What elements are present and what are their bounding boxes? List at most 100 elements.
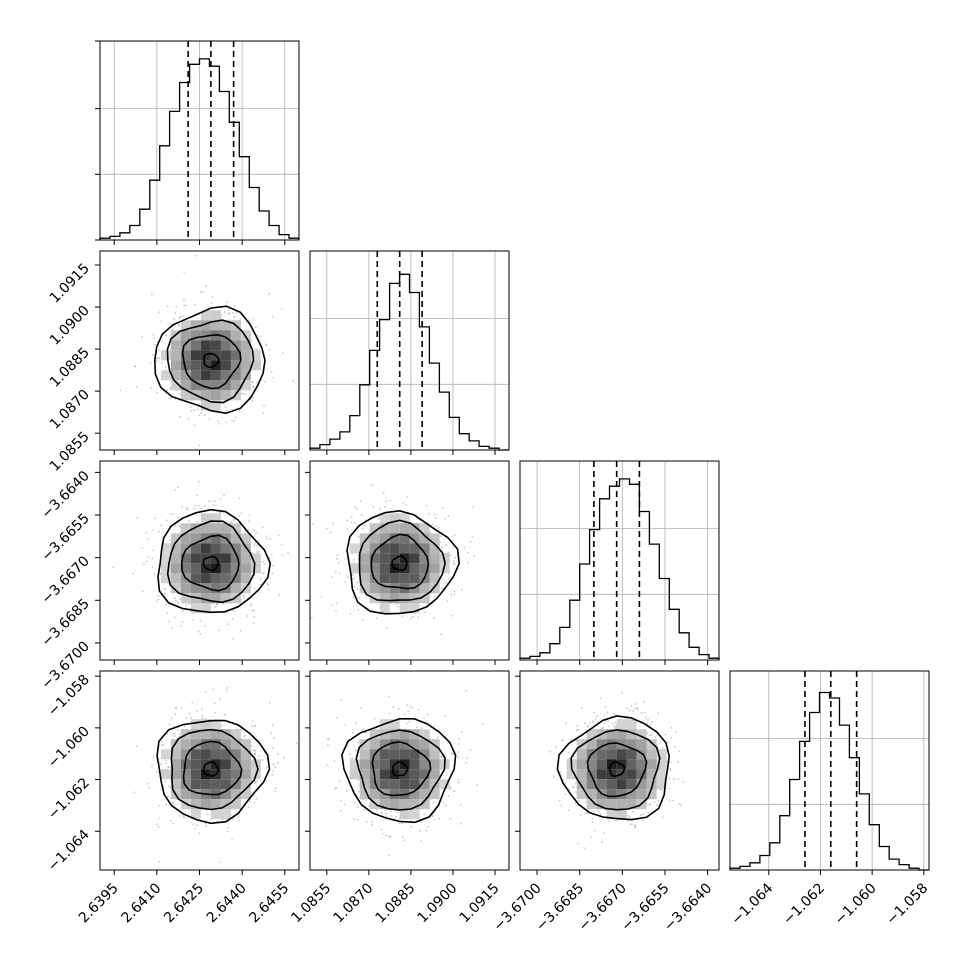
- density-cell: [210, 370, 221, 381]
- sample-point: [350, 521, 353, 524]
- density-cell: [379, 513, 390, 524]
- density-cell: [190, 543, 201, 554]
- sample-point: [573, 756, 576, 758]
- sample-point: [390, 810, 392, 813]
- density-cell: [409, 769, 420, 780]
- density-cell: [369, 553, 380, 564]
- sample-point: [174, 713, 177, 715]
- contour-line: [202, 761, 220, 777]
- sample-point: [268, 557, 271, 560]
- density-cell: [170, 340, 181, 351]
- sample-point: [270, 371, 273, 373]
- sample-point: [179, 415, 182, 418]
- sample-point: [310, 617, 313, 619]
- sample-point: [594, 717, 597, 720]
- sample-point: [648, 734, 651, 737]
- sample-point: [606, 711, 609, 714]
- sample-point: [253, 725, 256, 728]
- density-cell: [646, 769, 657, 780]
- density-cell: [220, 749, 231, 760]
- sample-point: [629, 709, 631, 712]
- density-cell: [160, 563, 171, 574]
- density-cell: [200, 390, 211, 401]
- density-cell: [586, 759, 597, 770]
- sample-point: [357, 741, 360, 744]
- sample-point: [195, 254, 197, 257]
- sample-point: [438, 729, 440, 731]
- sample-point: [443, 518, 446, 520]
- x-tick-label: −1.062: [780, 880, 828, 928]
- sample-point: [394, 816, 397, 818]
- sample-point: [449, 786, 452, 789]
- density-cell: [379, 523, 390, 534]
- density-cell: [606, 739, 617, 750]
- sample-point: [628, 816, 631, 818]
- panel-3-2: [515, 670, 720, 875]
- sample-point: [614, 726, 617, 729]
- sample-point: [263, 563, 266, 565]
- sample-point: [274, 787, 277, 790]
- sample-point: [567, 751, 570, 754]
- sample-point: [564, 793, 567, 796]
- density-cell: [409, 603, 420, 614]
- density-cell: [369, 543, 380, 554]
- density-cell: [626, 749, 637, 760]
- density-cell: [190, 769, 201, 780]
- density-cell: [190, 603, 201, 614]
- sample-point: [626, 707, 628, 710]
- sample-point: [231, 618, 234, 620]
- sample-point: [237, 816, 240, 819]
- sample-point: [396, 603, 398, 605]
- density-cell: [210, 320, 221, 331]
- sample-point: [357, 536, 360, 538]
- sample-point: [457, 743, 460, 746]
- sample-point: [240, 512, 243, 515]
- density-cell: [190, 779, 201, 790]
- density-cell: [626, 729, 637, 740]
- density-cell: [210, 729, 221, 740]
- sample-point: [169, 512, 172, 515]
- density-cell: [606, 809, 617, 820]
- density-cell: [409, 533, 420, 544]
- sample-point: [621, 691, 623, 694]
- density-cell: [616, 779, 627, 790]
- density-cell: [409, 573, 420, 584]
- contour-line: [355, 729, 446, 811]
- sample-point: [453, 593, 456, 596]
- density-cell: [379, 593, 390, 604]
- sample-point: [179, 526, 182, 529]
- panel-3-0: [95, 670, 300, 875]
- sample-point: [423, 717, 425, 719]
- density-cell: [419, 769, 430, 780]
- density-cell: [636, 739, 647, 750]
- sample-point: [459, 803, 462, 806]
- y-tick-label: 1.0915: [47, 261, 93, 307]
- density-cell: [190, 749, 201, 760]
- sample-point: [577, 842, 579, 845]
- sample-point: [357, 554, 359, 556]
- sample-point: [268, 349, 271, 351]
- sample-point: [670, 737, 673, 740]
- sample-point: [576, 729, 578, 732]
- density-cell: [220, 370, 231, 381]
- sample-point: [168, 620, 171, 623]
- sample-point: [157, 598, 160, 601]
- sample-point: [224, 713, 227, 716]
- density-cell: [230, 799, 241, 810]
- density-cell: [656, 769, 667, 780]
- density-cell: [359, 739, 370, 750]
- density-cell: [596, 769, 607, 780]
- sample-point: [203, 505, 206, 508]
- density-cell: [170, 759, 181, 770]
- sample-point: [447, 515, 450, 517]
- sample-point: [135, 385, 138, 388]
- contour-line: [156, 719, 271, 825]
- density-cell: [359, 779, 370, 790]
- density-cell: [200, 603, 211, 614]
- density-cell: [439, 779, 450, 790]
- sample-point: [440, 756, 443, 759]
- sample-point: [233, 419, 236, 422]
- sample-point: [172, 513, 175, 515]
- sample-point: [669, 767, 672, 770]
- y-tick-label: 1.0885: [47, 345, 93, 391]
